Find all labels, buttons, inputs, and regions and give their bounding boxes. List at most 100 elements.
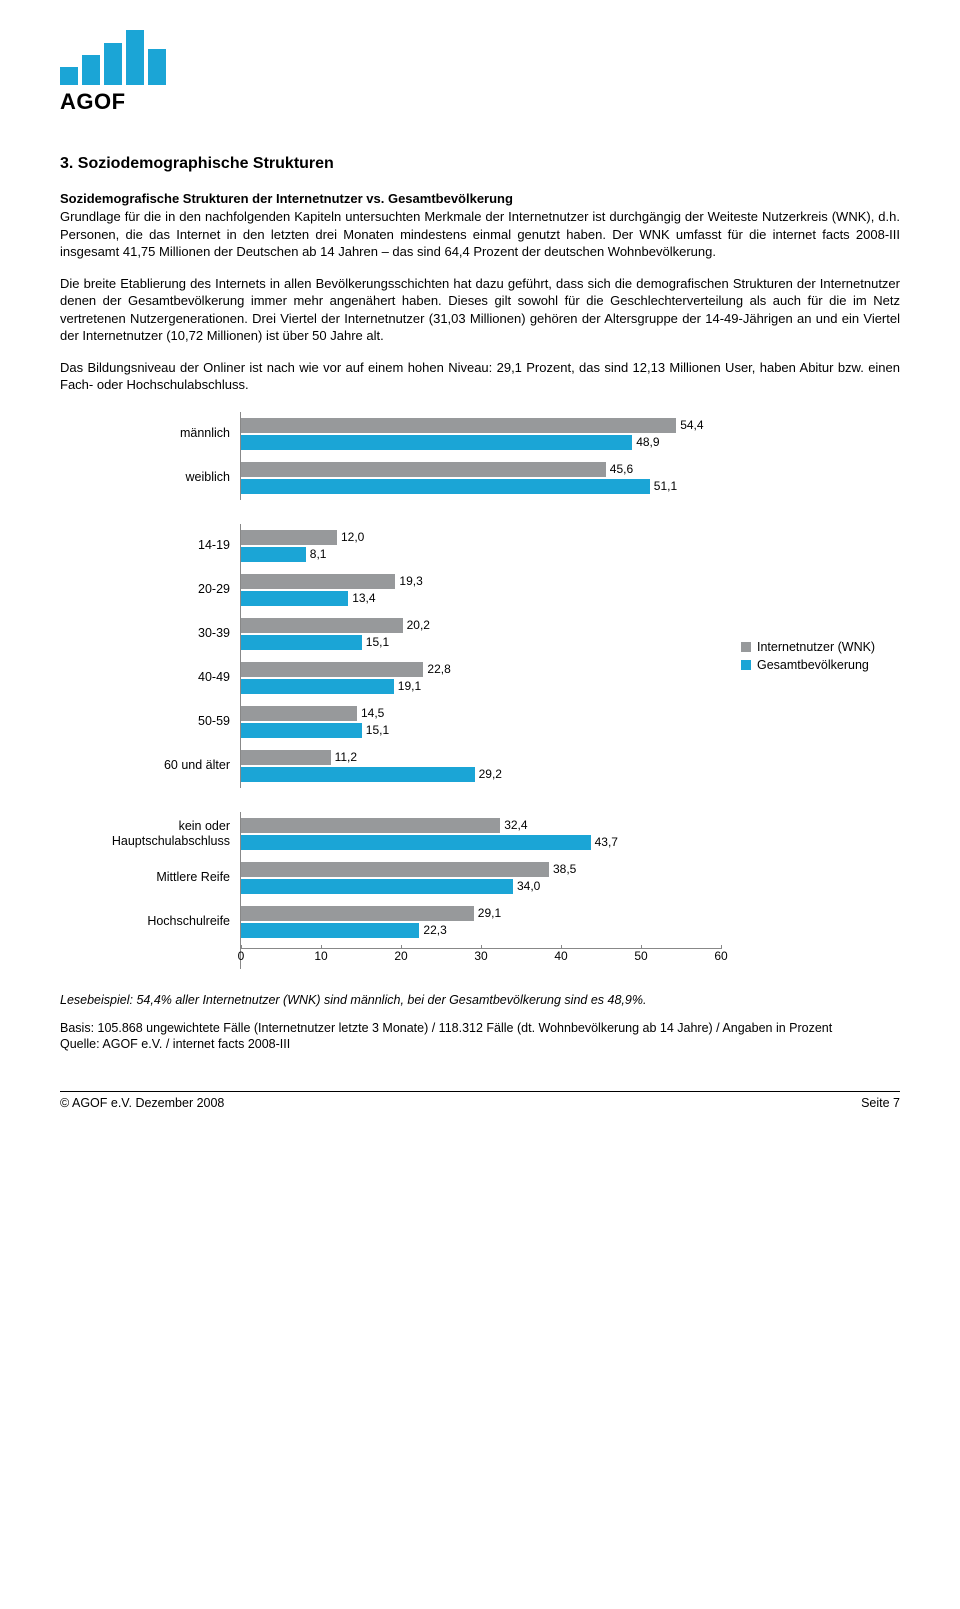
legend-swatch-icon [741,642,751,652]
axis-tick-label: 20 [394,949,407,963]
category-label: 20-29 [60,568,230,612]
bar-rect [241,879,513,894]
chart-plot: 12,08,119,313,420,215,122,819,114,515,11… [240,524,721,788]
bar-value: 43,7 [595,835,618,849]
bar-group: 29,1 22,3 [241,900,721,944]
bar-rect [241,618,403,633]
chart-category-labels: männlichweiblich [60,412,240,500]
logo-bar [148,49,166,85]
bar-rect [241,767,475,782]
bar-rect [241,574,395,589]
category-label: 50-59 [60,700,230,744]
bar-rect [241,818,500,833]
bar: 51,1 [241,479,721,494]
axis-tick-label: 40 [554,949,567,963]
bar-value: 22,8 [427,662,450,676]
bar-rect [241,530,337,545]
bar: 11,2 [241,750,721,765]
legend-item: Internetnutzer (WNK) [741,640,875,654]
bar: 54,4 [241,418,721,433]
axis-tick-label: 30 [474,949,487,963]
bar-value: 38,5 [553,862,576,876]
logo-bar [126,30,144,85]
source-text: Quelle: AGOF e.V. / internet facts 2008-… [60,1037,900,1051]
bar-rect [241,923,419,938]
page-footer: © AGOF e.V. Dezember 2008 Seite 7 [60,1091,900,1110]
paragraph: Das Bildungsniveau der Onliner ist nach … [60,359,900,394]
bar: 15,1 [241,723,721,738]
bar: 22,3 [241,923,721,938]
bar: 45,6 [241,462,721,477]
category-label: kein oder Hauptschulabschluss [60,812,230,856]
category-label: 40-49 [60,656,230,700]
legend-label: Internetnutzer (WNK) [757,640,875,654]
legend-item: Gesamtbevölkerung [741,658,875,672]
bar-value: 22,3 [423,923,446,937]
chart-gender: männlichweiblich 54,4 48,945,6 51,1 [60,412,900,500]
bar-group: 19,3 13,4 [241,568,721,612]
footer-page-number: Seite 7 [861,1096,900,1110]
bar: 34,0 [241,879,721,894]
chart-age: 14-1920-2930-3940-4950-5960 und älter 12… [60,524,900,788]
bar-rect [241,906,474,921]
bar-value: 8,1 [310,547,327,561]
category-label: Hochschulreife [60,900,230,944]
paragraph: Grundlage für die in den nachfolgenden K… [60,208,900,261]
bar-rect [241,750,331,765]
bar: 29,1 [241,906,721,921]
category-label: Mittlere Reife [60,856,230,900]
bar-value: 20,2 [407,618,430,632]
bar-group: 54,4 48,9 [241,412,721,456]
bar-rect [241,679,394,694]
bar-rect [241,835,591,850]
bar: 14,5 [241,706,721,721]
bar-rect [241,591,348,606]
bar-value: 51,1 [654,479,677,493]
category-label: 60 und älter [60,744,230,788]
logo-text: AGOF [60,89,900,115]
bar-group: 20,2 15,1 [241,612,721,656]
bar-value: 19,1 [398,679,421,693]
chart-legend: Internetnutzer (WNK) Gesamtbevölkerung [741,640,875,672]
bar-rect [241,706,357,721]
bar-group: 38,5 34,0 [241,856,721,900]
legend-label: Gesamtbevölkerung [757,658,869,672]
bar-rect [241,723,362,738]
chart-plot: 32,443,738,534,029,122,30102030405060 [240,812,721,969]
bar-group: 45,6 51,1 [241,456,721,500]
bar: 19,3 [241,574,721,589]
bar: 32,4 [241,818,721,833]
bar: 19,1 [241,679,721,694]
bar-value: 29,2 [479,767,502,781]
basis-text: Basis: 105.868 ungewichtete Fälle (Inter… [60,1021,900,1035]
bar-rect [241,635,362,650]
bar-rect [241,547,306,562]
bar-value: 54,4 [680,418,703,432]
axis-tick-label: 60 [714,949,727,963]
axis-tick-label: 0 [238,949,245,963]
subsection-title: Sozidemografische Strukturen der Interne… [60,191,900,206]
bar: 22,8 [241,662,721,677]
logo: AGOF [60,30,900,115]
bar-rect [241,418,676,433]
axis-tick-label: 50 [634,949,647,963]
bar: 15,1 [241,635,721,650]
bar: 43,7 [241,835,721,850]
category-label: 14-19 [60,524,230,568]
bar-rect [241,479,650,494]
bar: 48,9 [241,435,721,450]
bar: 29,2 [241,767,721,782]
bar: 20,2 [241,618,721,633]
bar-group: 32,4 43,7 [241,812,721,856]
category-label: 30-39 [60,612,230,656]
bar: 13,4 [241,591,721,606]
bar-value: 48,9 [636,435,659,449]
bar-value: 32,4 [504,818,527,832]
axis-tick-label: 10 [314,949,327,963]
bar-group: 14,5 15,1 [241,700,721,744]
bar-value: 19,3 [399,574,422,588]
paragraph: Die breite Etablierung des Internets in … [60,275,900,345]
bar-value: 15,1 [366,635,389,649]
bar-value: 45,6 [610,462,633,476]
bar-value: 11,2 [335,750,357,764]
